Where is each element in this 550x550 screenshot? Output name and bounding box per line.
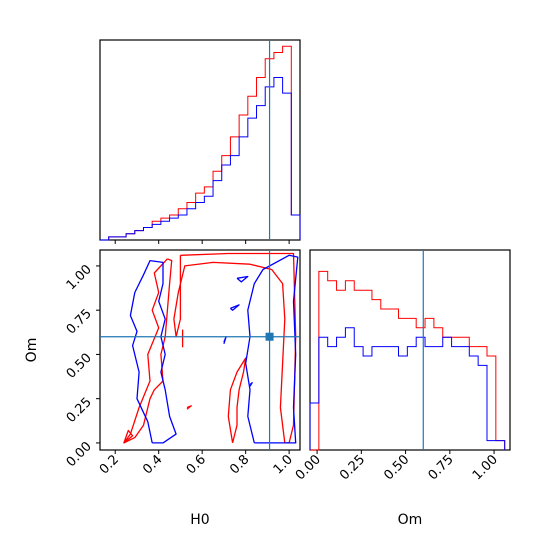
om-ytick-label: 0.75: [64, 306, 95, 337]
om-xtick-label: 0.25: [337, 452, 368, 483]
panel-h0-histogram: [99, 39, 301, 244]
contour-series: [100, 250, 300, 450]
om-hist-frame: [309, 249, 511, 451]
contour-frame: [99, 249, 301, 451]
contour-red-0: [173, 252, 297, 444]
h0-xtick-label: 0.6: [184, 452, 209, 477]
h0-xtick-label: 0.4: [140, 452, 165, 477]
contour-red-5: [186, 405, 192, 410]
om-hist-xticks: 0.00 0.25 0.50 0.75 1.00: [293, 450, 501, 483]
x-axis-label-om: Om: [398, 512, 423, 528]
om-histogram-series: [309, 250, 506, 451]
contour-blue-4: [223, 336, 227, 344]
contour-blue-1: [245, 254, 299, 444]
contour-yticks: 0.00 0.25 0.50 0.75 1.00: [64, 262, 100, 470]
om-ytick-label: 1.00: [64, 262, 95, 293]
h0-histogram-series: [100, 40, 301, 241]
h0-xtick-label: 0.8: [227, 452, 252, 477]
om-xtick-label: 1.00: [470, 452, 501, 483]
contour-blue-5: [249, 382, 253, 387]
contour-xticks: 0.2 0.4 0.6 0.8 1.0: [97, 450, 296, 477]
contour-blue-2: [236, 275, 249, 283]
om-ytick-label: 0.50: [64, 351, 95, 382]
y-axis-label-om: Om: [24, 338, 40, 363]
contour-red-2: [227, 357, 247, 444]
contour-blue-3: [229, 304, 240, 311]
om-ytick-label: 0.25: [64, 395, 95, 426]
om-hist-blue-series: [309, 327, 506, 450]
contour-red-1: [123, 258, 173, 444]
h0-xtick-label: 1.0: [271, 452, 296, 477]
panel-h0-om-contour: 0.2 0.4 0.6 0.8 1.0 0.000.250.500.751.00 H0 …: [24, 249, 301, 528]
om-xtick-label: 0.00: [293, 452, 324, 483]
truth-marker: [265, 332, 274, 341]
contour-red-3: [123, 429, 134, 444]
om-xtick-label: 0.50: [381, 452, 412, 483]
h0-hist-xticks: [114, 240, 290, 244]
x-axis-label-h0: H0: [190, 512, 209, 528]
panel-om-histogram: 0.00 0.25 0.50 0.75 1.00 Om: [293, 249, 511, 528]
om-xtick-label: 0.75: [426, 452, 457, 483]
contour-blue-0: [129, 259, 177, 444]
om-hist-red-series: [310, 270, 506, 451]
h0-hist-frame: [99, 39, 301, 241]
h0-xtick-label: 0.2: [97, 452, 122, 477]
om-ytick-label: 0.00: [64, 439, 95, 470]
